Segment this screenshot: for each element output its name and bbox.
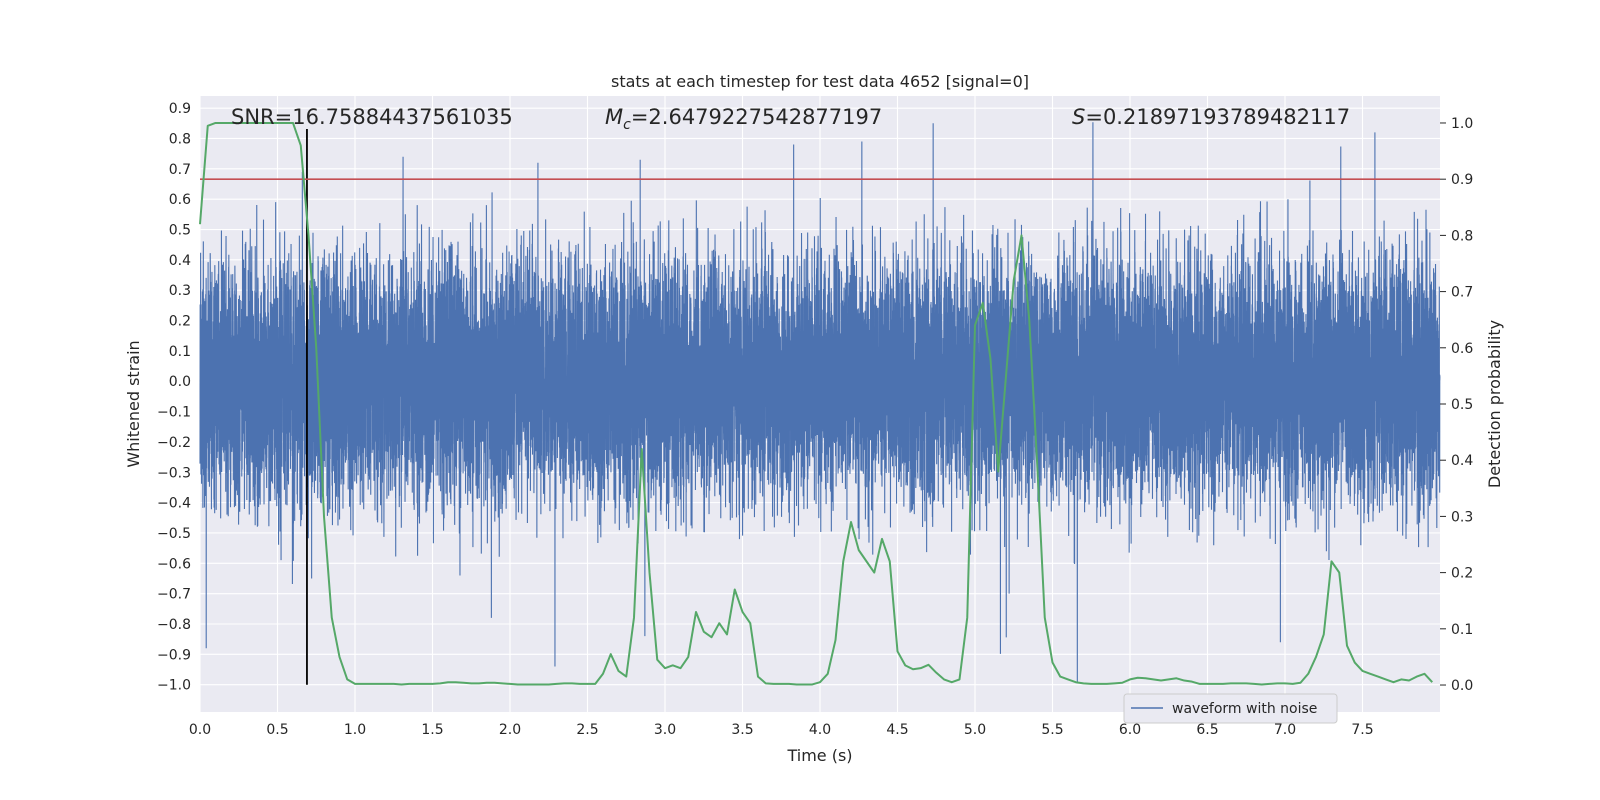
- x-tick-label: 6.5: [1196, 722, 1218, 738]
- spin-value: =0.21897193789482117: [1085, 105, 1350, 129]
- legend-box: [1123, 693, 1338, 724]
- legend-label-waveform: waveform with noise: [1172, 701, 1317, 717]
- chirp-mass-subscript: c: [623, 117, 631, 133]
- y-right-tick-label: 0.7: [1451, 285, 1473, 301]
- chart-title: stats at each timestep for test data 465…: [611, 72, 1029, 91]
- y-left-tick-label: −0.8: [157, 617, 191, 633]
- x-tick-label: 5.0: [964, 722, 986, 738]
- x-tick-label: 3.0: [654, 722, 676, 738]
- x-tick-label: 2.5: [576, 722, 598, 738]
- snr-annotation: SNR=16.75884437561035: [231, 105, 513, 129]
- y-right-tick-label: 0.1: [1451, 622, 1473, 638]
- legend: waveform with noise: [1123, 693, 1338, 724]
- y-left-tick-label: 0.6: [169, 192, 191, 208]
- x-tick-label: 1.0: [344, 722, 366, 738]
- x-tick-label: 0.5: [266, 722, 288, 738]
- y-left-tick-label: 0.3: [169, 283, 191, 299]
- x-tick-label: 4.0: [809, 722, 831, 738]
- y-left-tick-label: −0.4: [157, 496, 191, 512]
- y-right-tick-label: 1.0: [1451, 116, 1473, 132]
- chirp-mass-symbol: M: [605, 105, 623, 129]
- x-tick-label: 4.5: [886, 722, 908, 738]
- chirp-mass-value: =2.6479227542877197: [631, 105, 882, 129]
- y-left-tick-label: −0.6: [157, 556, 191, 572]
- x-tick-label: 7.0: [1274, 722, 1296, 738]
- y-axis-label-left: Whitened strain: [124, 340, 143, 467]
- axis-ticks: 0.0 0.5 1.0 1.5 2.0 2.5 3.0 3.5 4.0 4.5 5.0 5.5 6.0 6…: [157, 101, 1473, 738]
- x-tick-label: 1.5: [421, 722, 443, 738]
- y-left-tick-label: −0.1: [157, 405, 191, 421]
- y-left-tick-label: −0.5: [157, 526, 191, 542]
- y-left-tick-label: 0.4: [169, 253, 191, 269]
- x-tick-label: 2.0: [499, 722, 521, 738]
- y-right-tick-label: 0.0: [1451, 678, 1473, 694]
- x-tick-label: 6.0: [1119, 722, 1141, 738]
- y-right-tick-label: 0.9: [1451, 172, 1473, 188]
- y-right-tick-label: 0.6: [1451, 341, 1473, 357]
- y-left-tick-label: 0.0: [169, 374, 191, 390]
- spin-symbol: S: [1072, 105, 1085, 129]
- x-tick-label: 7.5: [1351, 722, 1373, 738]
- chirp-mass-annotation: Mc=2.6479227542877197: [605, 105, 882, 133]
- y-left-tick-label: 0.1: [169, 344, 191, 360]
- x-axis-label: Time (s): [786, 746, 852, 765]
- y-left-tick-label: −0.3: [157, 465, 191, 481]
- y-right-tick-label: 0.2: [1451, 566, 1473, 582]
- y-left-tick-label: −0.7: [157, 587, 191, 603]
- y-axis-label-right: Detection probability: [1485, 320, 1504, 488]
- probability-series: [199, 121, 1433, 686]
- waveform-series: [199, 122, 1441, 682]
- y-right-tick-label: 0.5: [1451, 397, 1473, 413]
- y-left-tick-label: 0.5: [169, 223, 191, 239]
- y-right-tick-label: 0.4: [1451, 453, 1473, 469]
- y-left-tick-label: 0.8: [169, 131, 191, 147]
- waveform-line: [199, 122, 1441, 682]
- y-left-tick-label: 0.2: [169, 314, 191, 330]
- y-right-tick-label: 0.3: [1451, 509, 1473, 525]
- y-left-tick-label: 0.7: [169, 162, 191, 178]
- x-tick-label: 3.5: [731, 722, 753, 738]
- y-right-tick-label: 0.8: [1451, 228, 1473, 244]
- x-tick-label: 0.0: [189, 722, 211, 738]
- y-left-tick-label: −0.2: [157, 435, 191, 451]
- y-left-tick-label: −0.9: [157, 647, 191, 663]
- x-tick-label: 5.5: [1041, 722, 1063, 738]
- y-left-tick-label: −1.0: [157, 678, 191, 694]
- probability-line: [199, 121, 1433, 686]
- y-left-tick-label: 0.9: [169, 101, 191, 117]
- spin-annotation: S=0.21897193789482117: [1072, 105, 1350, 129]
